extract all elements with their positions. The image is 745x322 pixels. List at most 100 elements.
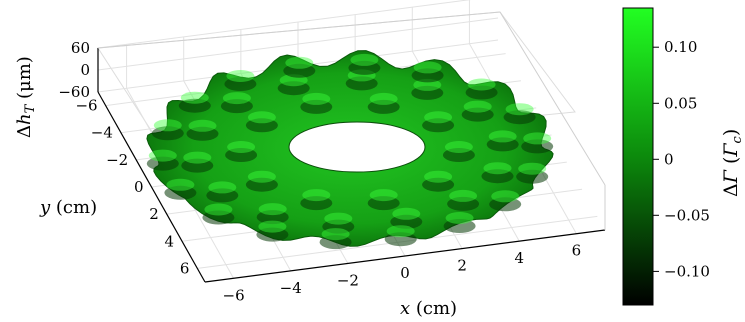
- z-tick-labels: 60 0 −60: [58, 39, 90, 101]
- y-tick-label: 4: [165, 232, 175, 250]
- surface-ripples: [146, 53, 554, 250]
- x-axis-line: [204, 229, 606, 283]
- ripple-crest: [467, 78, 496, 91]
- colorbar-tick-label: −0.10: [664, 262, 710, 280]
- annulus-surface: [146, 50, 554, 250]
- ripple-crest: [166, 178, 195, 191]
- ripple-trough: [384, 232, 417, 247]
- ripple-crest: [324, 212, 353, 225]
- ripple-trough: [186, 126, 219, 141]
- ripple-trough: [367, 196, 400, 211]
- y-axis-label: y (cm): [39, 197, 97, 218]
- x-tick-label: 4: [515, 249, 525, 267]
- y-tick-label: −4: [91, 124, 113, 142]
- ripple-trough: [465, 85, 498, 100]
- ripple-crest: [369, 92, 398, 105]
- ripple-trough: [245, 118, 278, 133]
- y-tick-label: 2: [149, 205, 159, 223]
- ripple-trough: [411, 68, 444, 83]
- ripple-trough: [442, 148, 475, 162]
- ripple-crest: [523, 132, 552, 145]
- colorbar: 0.10 0.05 0 −0.05 −0.10 ΔΓ (Γc): [622, 7, 745, 306]
- ripple-crest: [413, 61, 442, 74]
- colorbar-gradient: [622, 7, 654, 306]
- ripple-trough: [367, 99, 400, 114]
- colorbar-tick-label: 0.10: [664, 38, 697, 56]
- ripple-crest: [424, 170, 453, 183]
- z-tick-label: 60: [71, 39, 90, 57]
- ripple-crest: [463, 100, 492, 113]
- ripple-trough: [411, 85, 444, 100]
- ripple-crest: [445, 212, 474, 224]
- z-tick-label: −60: [58, 83, 90, 101]
- x-tick-label: 6: [572, 242, 582, 260]
- ripple-trough: [256, 210, 289, 225]
- ripple-crest: [258, 203, 287, 216]
- z-tick-label: 0: [80, 61, 90, 79]
- ripple-crest: [444, 141, 473, 153]
- x-axis-label: x (cm): [400, 298, 457, 319]
- x-tick-label: 0: [400, 264, 410, 282]
- ripple-trough: [322, 219, 355, 234]
- ripple-trough: [283, 63, 316, 78]
- ripple-crest: [148, 149, 177, 162]
- ripple-trough: [447, 196, 480, 211]
- y-tick-label: −6: [75, 97, 97, 115]
- ripple-trough: [489, 197, 522, 212]
- colorbar-ticks: 0.10 0.05 0 −0.05 −0.10: [653, 38, 710, 280]
- y-tick-label: −2: [106, 151, 128, 169]
- back-edge-top: [97, 11, 501, 49]
- ripple-trough: [206, 188, 239, 203]
- ripple-trough: [345, 76, 378, 91]
- ripple-trough: [461, 107, 494, 122]
- ripple-crest: [449, 189, 478, 202]
- ripple-trough: [348, 60, 381, 75]
- ripple-trough: [300, 99, 333, 114]
- ripple-trough: [521, 139, 554, 154]
- z-axis-label: ΔhT (μm): [14, 56, 38, 138]
- ripple-crest: [518, 162, 547, 175]
- ripple-crest: [386, 225, 415, 238]
- ripple-trough: [151, 126, 184, 141]
- ripple-crest: [180, 91, 209, 104]
- ripple-crest: [413, 78, 442, 91]
- ripple-crest: [424, 111, 453, 124]
- ripple-trough: [256, 227, 289, 242]
- ripple-crest: [183, 151, 212, 164]
- wall-grid: [97, 0, 499, 93]
- ripple-crest: [247, 170, 276, 183]
- ripple-crest: [258, 220, 287, 233]
- ripple-crest: [350, 53, 379, 66]
- back-edge-right: [499, 11, 606, 186]
- ripple-crest: [483, 162, 512, 175]
- x-tick-label: −4: [280, 279, 302, 297]
- x-tick-labels: −6 −4 −2 0 2 4 6: [223, 242, 582, 305]
- colorbar-tick-label: 0: [664, 150, 674, 168]
- ripple-crest: [302, 92, 331, 105]
- ripple-crest: [247, 111, 276, 124]
- center-hole: [288, 121, 426, 173]
- ripple-trough: [481, 169, 514, 184]
- x-tick-label: −2: [337, 271, 359, 289]
- ripple-crest: [302, 189, 331, 202]
- ripple-crest: [222, 92, 251, 105]
- x-tick-label: 2: [457, 257, 467, 275]
- x-tick-label: −6: [223, 286, 245, 304]
- ripple-crest: [321, 228, 350, 241]
- ripple-trough: [319, 235, 352, 250]
- ripple-trough: [181, 158, 214, 173]
- ripple-trough: [164, 185, 197, 200]
- colorbar-tick-label: −0.05: [664, 206, 710, 224]
- ripple-crest: [505, 103, 534, 116]
- ripple-trough: [390, 214, 423, 229]
- ripple-crest: [204, 203, 233, 216]
- ripple-crest: [226, 70, 255, 82]
- ripple-trough: [516, 169, 549, 184]
- ripple-trough: [443, 219, 476, 233]
- ripple-trough: [300, 196, 333, 211]
- ripple-trough: [422, 118, 455, 133]
- y-axis-line: [97, 91, 206, 283]
- y-tick-label: 6: [180, 259, 190, 277]
